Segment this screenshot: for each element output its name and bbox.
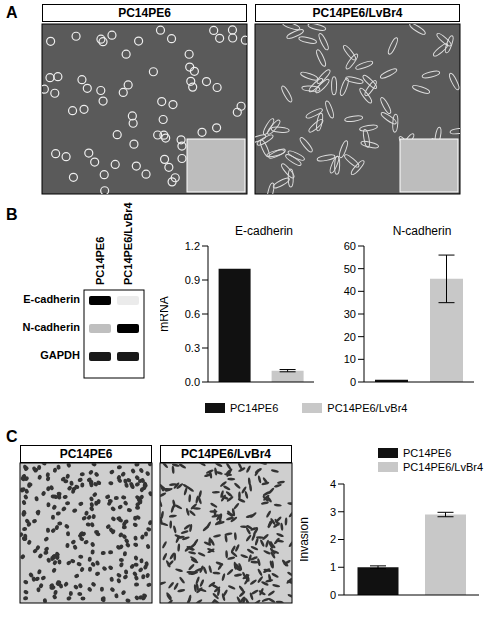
svg-text:50: 50 (344, 263, 356, 275)
html-text:PC14PE6: PC14PE6 (230, 402, 279, 414)
svg-text:20: 20 (344, 331, 356, 343)
html-text:A: A (6, 4, 18, 21)
html-text:PC14PE6: PC14PE6 (118, 6, 171, 20)
html-text:PC14PE6: PC14PE6 (59, 447, 113, 461)
html-text:GAPDH: GAPDH (40, 349, 80, 361)
svg-text:0.6: 0.6 (185, 308, 200, 320)
html-text:N-cadherin: N-cadherin (392, 224, 452, 238)
html-text:B: B (6, 206, 18, 223)
svg-text:mRNA: mRNA (160, 296, 171, 331)
svg-text:1.2: 1.2 (185, 240, 200, 252)
svg-text:10: 10 (344, 353, 356, 365)
html-text:PC14PE6/LvBr4: PC14PE6/LvBr4 (181, 447, 271, 461)
svg-text:0: 0 (350, 376, 356, 388)
svg-text:0.0: 0.0 (185, 376, 200, 388)
svg-text:3: 3 (330, 506, 336, 518)
svg-text:0.3: 0.3 (185, 342, 200, 354)
svg-text:Invasion: Invasion (300, 517, 311, 562)
html-text:PC14PE6/LvBr4: PC14PE6/LvBr4 (327, 402, 408, 414)
svg-text:1: 1 (330, 561, 336, 573)
html-text:N-cadherin: N-cadherin (22, 321, 80, 333)
html-text:PC14PE6/LvBr4: PC14PE6/LvBr4 (403, 461, 484, 473)
svg-text:30: 30 (344, 308, 356, 320)
svg-text:4: 4 (330, 478, 336, 490)
svg-text:0.9: 0.9 (185, 274, 200, 286)
html-text:PC14PE6: PC14PE6 (403, 447, 452, 459)
html-text:E-cadherin: E-cadherin (235, 224, 293, 238)
html-text:E-cadherin: E-cadherin (23, 293, 80, 305)
html-text:PC14PE6/LvBr4: PC14PE6/LvBr4 (312, 6, 403, 20)
svg-text:2: 2 (330, 533, 336, 545)
svg-text:0: 0 (330, 589, 336, 601)
html-text:C: C (6, 428, 18, 445)
svg-text:60: 60 (344, 240, 356, 252)
svg-text:40: 40 (344, 285, 356, 297)
html-text:PC14PE6: PC14PE6 (94, 236, 106, 285)
html-text:PC14PE6/LvBr4: PC14PE6/LvBr4 (122, 202, 134, 285)
